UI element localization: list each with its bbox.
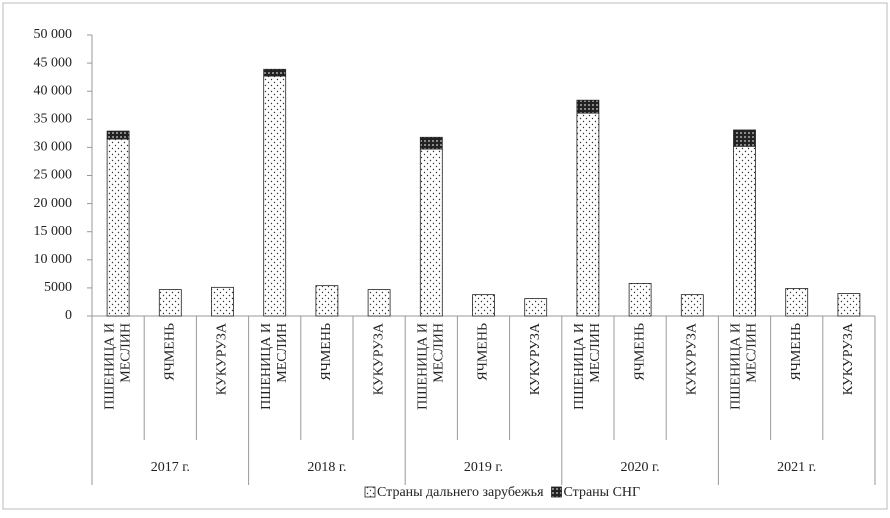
bar-segment — [106, 130, 130, 140]
x-tick-label: МЕСЛИН — [275, 323, 290, 383]
y-tick-label: 25 000 — [34, 168, 73, 183]
y-tick-label: 40 000 — [34, 83, 73, 98]
bar-segment — [576, 112, 600, 317]
bar-segment — [785, 288, 809, 317]
bar-segment — [837, 293, 861, 317]
bar-segment — [263, 68, 287, 77]
bar-segment — [211, 286, 234, 317]
legend-label: Страны дальнего зарубежья — [377, 485, 544, 500]
y-tick-label: 20 000 — [34, 196, 73, 211]
y-tick-label: 30 000 — [34, 140, 73, 155]
bar-segment — [315, 285, 339, 317]
legend-swatch — [364, 486, 376, 498]
bar-segment — [576, 99, 600, 114]
group-label: 2018 г. — [307, 460, 346, 475]
x-tick-label: КУКУРУЗА — [528, 322, 543, 395]
group-label: 2017 г. — [151, 460, 190, 475]
bar-segment — [106, 138, 130, 317]
bar-segment — [158, 289, 182, 317]
y-tick-label: 35 000 — [34, 112, 73, 127]
legend-label: Страны СНГ — [564, 485, 641, 500]
x-tick-label: ЯЧМЕНЬ — [632, 323, 647, 381]
x-tick-label: ПШЕНИЦА И — [102, 323, 117, 410]
x-tick-label: ЯЧМЕНЬ — [789, 323, 804, 381]
group-label: 2020 г. — [621, 460, 660, 475]
group-label: 2019 г. — [464, 460, 503, 475]
bar-segment — [628, 283, 652, 317]
y-tick-label: 0 — [65, 308, 72, 323]
x-tick-label: КУКУРУЗА — [685, 322, 700, 395]
legend-swatch — [551, 486, 562, 498]
bar-segment — [733, 129, 756, 147]
y-tick-label: 15 000 — [34, 224, 73, 239]
group-label: 2021 г. — [777, 460, 816, 475]
y-tick-label: 45 000 — [34, 55, 73, 70]
bar-segment — [472, 294, 495, 317]
bar-segment — [263, 75, 287, 317]
x-tick-label: МЕСЛИН — [745, 323, 760, 383]
x-tick-label: КУКУРУЗА — [215, 322, 230, 395]
bar-segment — [419, 148, 443, 317]
x-tick-label: МЕСЛИН — [432, 323, 447, 383]
y-tick-label: 50 000 — [34, 27, 73, 42]
bar-segment — [367, 289, 391, 317]
frame — [2, 2, 888, 510]
x-tick-label: ПШЕНИЦА И — [572, 323, 587, 410]
x-tick-label: КУКУРУЗА — [371, 322, 386, 395]
x-tick-label: ЯЧМЕНЬ — [163, 323, 178, 381]
x-tick-label: МЕСЛИН — [588, 323, 603, 383]
x-tick-label: МЕСЛИН — [118, 323, 133, 383]
x-tick-label: ЯЧМЕНЬ — [476, 323, 491, 381]
y-tick-label: 10 000 — [34, 252, 73, 267]
x-tick-label: ЯЧМЕНЬ — [319, 323, 334, 381]
x-tick-label: ПШЕНИЦА И — [259, 323, 274, 410]
bar-segment — [733, 145, 756, 317]
bar-segment — [680, 294, 704, 317]
y-tick-label: 5000 — [44, 280, 72, 295]
bar-segment — [524, 298, 548, 317]
x-tick-label: ПШЕНИЦА И — [416, 323, 431, 410]
x-tick-label: КУКУРУЗА — [841, 322, 856, 395]
bar-segment — [419, 136, 443, 150]
x-tick-label: ПШЕНИЦА И — [729, 323, 744, 410]
